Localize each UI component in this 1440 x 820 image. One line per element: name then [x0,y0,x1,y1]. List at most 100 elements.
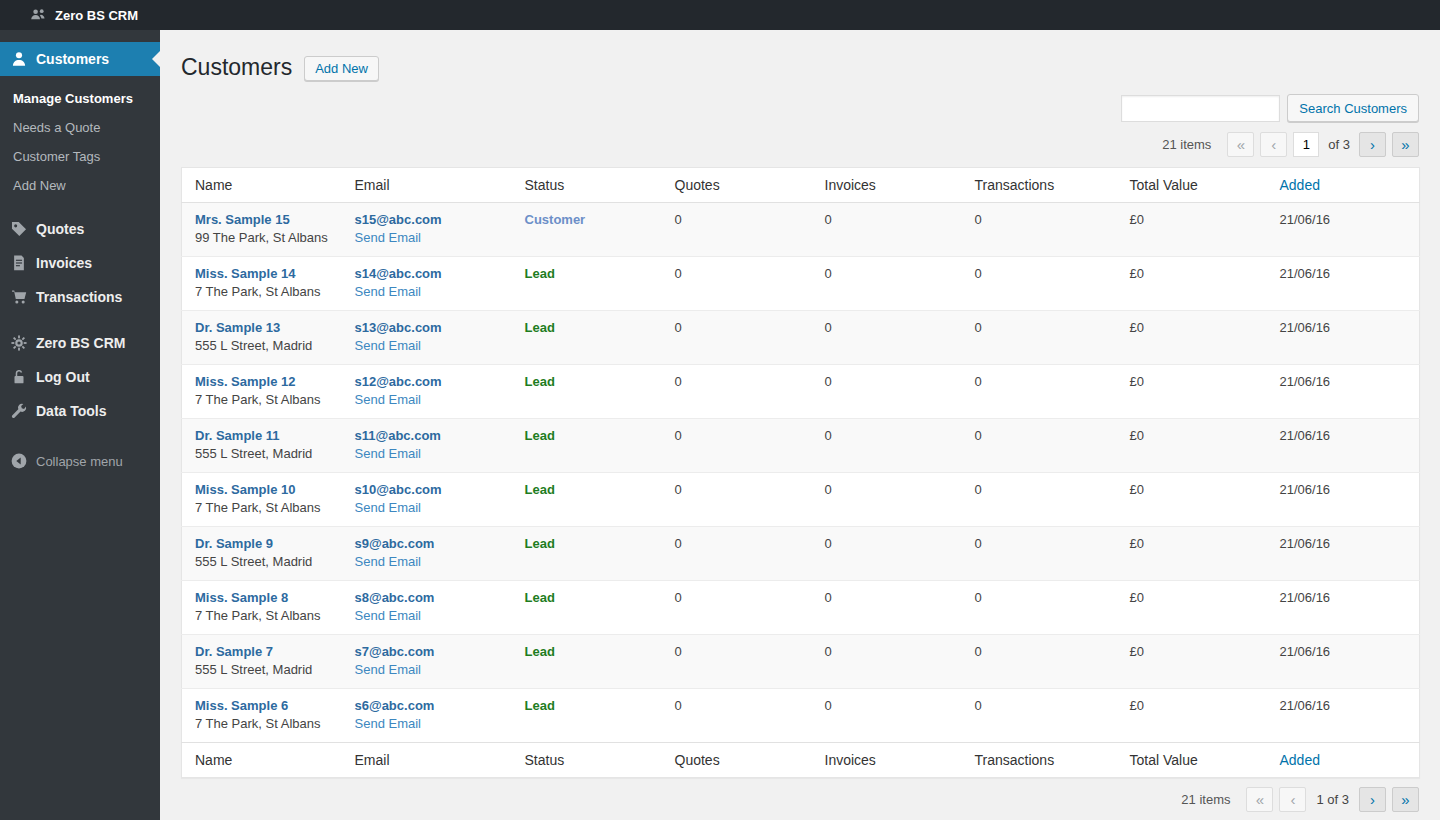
customer-email-link[interactable]: s14@abc.com [355,266,442,281]
first-page-button[interactable]: « [1246,787,1273,812]
sidebar-item-transactions[interactable]: Transactions [0,280,160,314]
column-footer-name: Name [182,743,342,778]
top-pagination: 21 items « ‹ of 3 › » [181,131,1419,158]
invoices-cell: 0 [812,581,962,635]
added-cell: 21/06/16 [1267,635,1420,689]
customer-name-link[interactable]: Miss. Sample 12 [195,374,295,389]
sidebar-item-log-out[interactable]: Log Out [0,360,160,394]
customer-email-link[interactable]: s9@abc.com [355,536,435,551]
customer-email-link[interactable]: s11@abc.com [355,428,441,443]
collapse-menu-button[interactable]: Collapse menu [0,444,160,478]
status-badge: Lead [525,698,555,713]
send-email-link[interactable]: Send Email [355,446,421,461]
search-input[interactable] [1121,95,1280,122]
send-email-link[interactable]: Send Email [355,608,421,623]
customer-name-link[interactable]: Miss. Sample 6 [195,698,288,713]
total-value-cell: £0 [1117,689,1267,743]
wrench-icon [9,401,29,421]
customer-name-link[interactable]: Miss. Sample 14 [195,266,295,281]
total-value-cell: £0 [1117,311,1267,365]
send-email-link[interactable]: Send Email [355,716,421,731]
quotes-cell: 0 [662,311,812,365]
name-cell: Dr. Sample 7 555 L Street, Madrid [182,635,342,689]
add-new-button[interactable]: Add New [304,56,379,81]
sidebar-item-data-tools[interactable]: Data Tools [0,394,160,428]
customer-email-link[interactable]: s6@abc.com [355,698,435,713]
send-email-link[interactable]: Send Email [355,662,421,677]
customer-email-link[interactable]: s12@abc.com [355,374,442,389]
last-page-button[interactable]: » [1392,787,1419,812]
added-cell: 21/06/16 [1267,473,1420,527]
send-email-link[interactable]: Send Email [355,284,421,299]
customer-name-link[interactable]: Miss. Sample 10 [195,482,295,497]
invoices-cell: 0 [812,203,962,257]
customer-name-link[interactable]: Dr. Sample 11 [195,428,280,443]
page-total-label: of 3 [1325,137,1353,152]
invoices-cell: 0 [812,689,962,743]
name-cell: Miss. Sample 14 7 The Park, St Albans [182,257,342,311]
invoices-cell: 0 [812,473,962,527]
sidebar-item-label: Quotes [36,221,84,237]
status-cell: Lead [512,311,662,365]
customer-name-link[interactable]: Dr. Sample 13 [195,320,280,335]
send-email-link[interactable]: Send Email [355,392,421,407]
customer-email-link[interactable]: s7@abc.com [355,644,435,659]
table-row: Miss. Sample 6 7 The Park, St Albans s6@… [182,689,1420,743]
crm-logo[interactable]: Zero BS CRM [30,7,138,24]
next-page-button[interactable]: › [1359,787,1386,812]
status-cell: Customer [512,203,662,257]
transactions-cell: 0 [962,365,1117,419]
customer-name-link[interactable]: Mrs. Sample 15 [195,212,290,227]
sidebar-item-customers[interactable]: Customers [0,42,160,76]
sidebar-item-zero-bs-crm-settings[interactable]: Zero BS CRM [0,326,160,360]
page-title: Customers [181,53,292,83]
customer-name-link[interactable]: Dr. Sample 9 [195,536,273,551]
customer-address: 7 The Park, St Albans [195,283,338,301]
name-cell: Miss. Sample 10 7 The Park, St Albans [182,473,342,527]
sidebar-item-add-new[interactable]: Add New [0,171,160,200]
customer-email-link[interactable]: s15@abc.com [355,212,442,227]
status-badge: Lead [525,644,555,659]
send-email-link[interactable]: Send Email [355,338,421,353]
send-email-link[interactable]: Send Email [355,230,421,245]
column-footer-email: Email [342,743,512,778]
customer-email-link[interactable]: s10@abc.com [355,482,442,497]
send-email-link[interactable]: Send Email [355,500,421,515]
table-row: Miss. Sample 10 7 The Park, St Albans s1… [182,473,1420,527]
added-cell: 21/06/16 [1267,527,1420,581]
sidebar-item-quotes[interactable]: Quotes [0,212,160,246]
last-page-button[interactable]: » [1392,132,1419,157]
customer-name-link[interactable]: Dr. Sample 7 [195,644,273,659]
customer-email-link[interactable]: s13@abc.com [355,320,442,335]
admin-sidebar: Customers Manage Customers Needs a Quote… [0,30,160,820]
column-footer-added-sort-link[interactable]: Added [1280,752,1320,768]
first-page-button[interactable]: « [1227,132,1254,157]
current-page-input[interactable] [1293,132,1319,157]
prev-page-button[interactable]: ‹ [1260,132,1287,157]
sidebar-item-manage-customers[interactable]: Manage Customers [0,84,160,113]
status-badge: Lead [525,374,555,389]
column-footer-total-value: Total Value [1117,743,1267,778]
column-header-invoices: Invoices [812,168,962,203]
status-cell: Lead [512,365,662,419]
cart-icon [9,287,29,307]
customer-name-link[interactable]: Miss. Sample 8 [195,590,288,605]
search-customers-button[interactable]: Search Customers [1287,94,1419,122]
sidebar-item-needs-a-quote[interactable]: Needs a Quote [0,113,160,142]
customer-email-link[interactable]: s8@abc.com [355,590,435,605]
email-cell: s6@abc.com Send Email [342,689,512,743]
invoices-cell: 0 [812,527,962,581]
send-email-link[interactable]: Send Email [355,554,421,569]
total-value-cell: £0 [1117,527,1267,581]
sidebar-item-invoices[interactable]: Invoices [0,246,160,280]
next-page-button[interactable]: › [1359,132,1386,157]
status-badge: Lead [525,590,555,605]
table-row: Dr. Sample 13 555 L Street, Madrid s13@a… [182,311,1420,365]
total-value-cell: £0 [1117,473,1267,527]
column-header-added-sort-link[interactable]: Added [1280,177,1320,193]
invoices-cell: 0 [812,257,962,311]
items-count: 21 items [1162,137,1211,152]
table-row: Miss. Sample 12 7 The Park, St Albans s1… [182,365,1420,419]
prev-page-button[interactable]: ‹ [1279,787,1306,812]
sidebar-item-customer-tags[interactable]: Customer Tags [0,142,160,171]
